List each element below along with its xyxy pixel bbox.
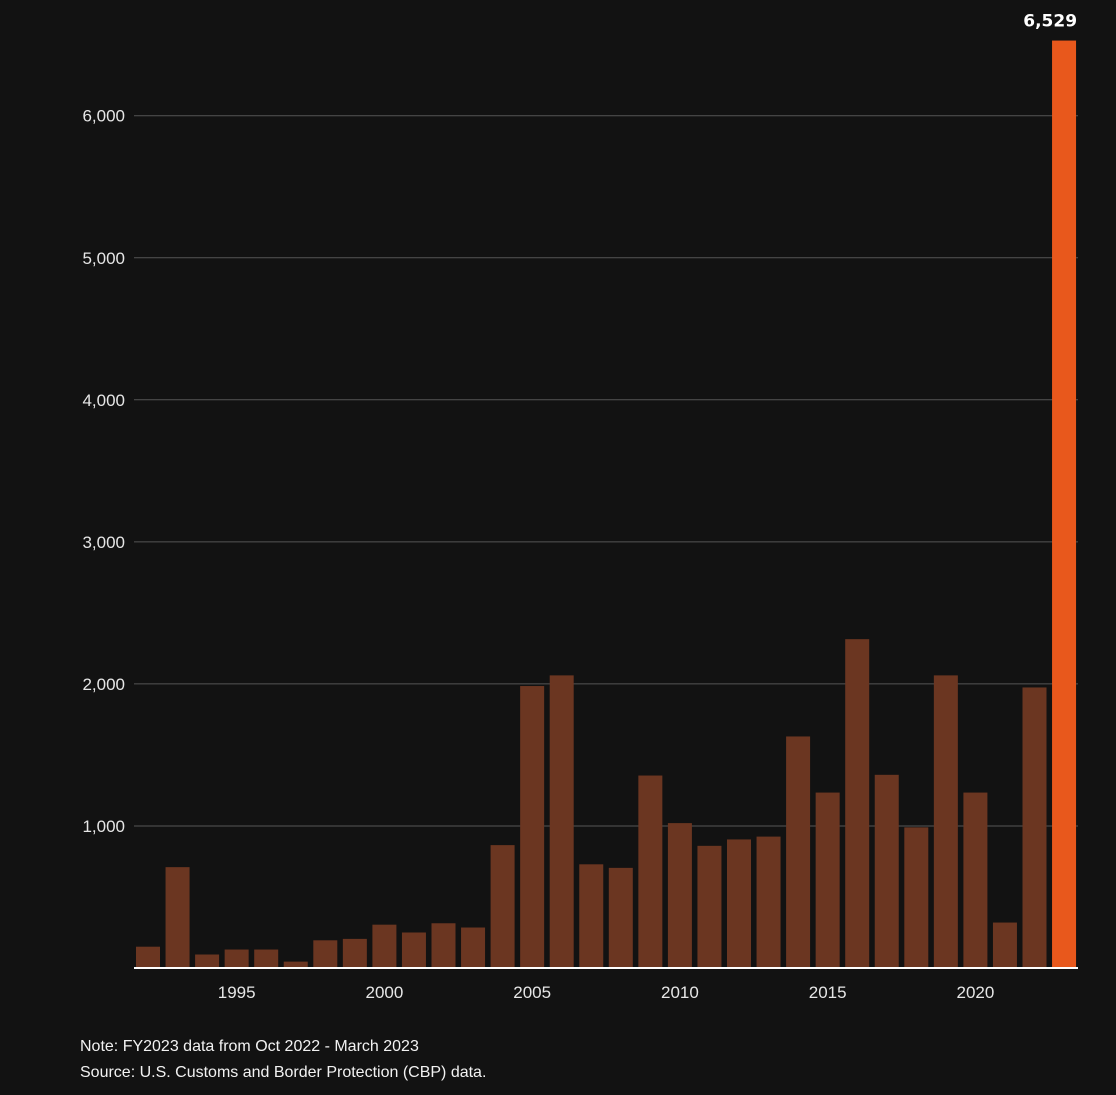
bar-2006 bbox=[549, 675, 574, 968]
bar-2002 bbox=[431, 923, 456, 968]
bar-chart: 1,000 2,000 3,000 4,000 5,000 6,000 1995 2000 2… bbox=[82, 12, 1078, 1002]
bar-2007 bbox=[579, 864, 604, 968]
y-tick-label: 1,000 bbox=[82, 817, 125, 836]
bar-1994 bbox=[195, 954, 220, 968]
x-tick-label: 1995 bbox=[218, 983, 256, 1002]
bar-value-label: 6,529 bbox=[1023, 12, 1077, 32]
bar-2017 bbox=[874, 774, 899, 968]
y-tick-label: 2,000 bbox=[82, 675, 125, 694]
bar-2010 bbox=[667, 823, 692, 968]
bar-2013 bbox=[756, 836, 781, 968]
bar-2014 bbox=[786, 736, 811, 968]
x-tick-label: 2010 bbox=[661, 983, 699, 1002]
y-tick-label: 3,000 bbox=[82, 533, 125, 552]
y-tick-label: 4,000 bbox=[82, 391, 125, 410]
y-tick-label: 5,000 bbox=[82, 249, 125, 268]
bar-2005 bbox=[520, 686, 545, 968]
x-axis-ticks: 1995 2000 2005 2010 2015 2020 bbox=[218, 983, 995, 1002]
chart-note: Note: FY2023 data from Oct 2022 - March … bbox=[80, 1038, 419, 1055]
bar-2008 bbox=[608, 867, 633, 968]
bar-1995 bbox=[224, 949, 249, 968]
bar-1998 bbox=[313, 940, 338, 968]
bar-2021 bbox=[992, 922, 1017, 968]
bar-2009 bbox=[638, 775, 663, 968]
bar-2023 bbox=[1052, 40, 1077, 969]
chart-source: Source: U.S. Customs and Border Protecti… bbox=[80, 1064, 487, 1081]
bar-1993 bbox=[165, 867, 190, 968]
y-tick-label: 6,000 bbox=[82, 107, 125, 126]
bar-2012 bbox=[727, 839, 751, 968]
bars bbox=[136, 40, 1077, 969]
x-tick-label: 2005 bbox=[513, 983, 551, 1002]
bar-2018 bbox=[904, 827, 929, 968]
bar-2020 bbox=[963, 792, 988, 968]
bar-2001 bbox=[401, 932, 426, 968]
x-tick-label: 2020 bbox=[956, 983, 994, 1002]
value-labels: 6,529 bbox=[1023, 12, 1077, 32]
bar-2019 bbox=[933, 675, 958, 968]
chart-footer: Note: FY2023 data from Oct 2022 - March … bbox=[80, 1034, 486, 1086]
bar-2000 bbox=[372, 924, 397, 968]
bar-2016 bbox=[845, 639, 870, 968]
gridlines bbox=[134, 115, 1078, 827]
y-axis-ticks: 1,000 2,000 3,000 4,000 5,000 6,000 bbox=[82, 107, 125, 836]
x-tick-label: 2015 bbox=[809, 983, 847, 1002]
bar-1996 bbox=[254, 949, 279, 968]
bar-1999 bbox=[342, 938, 367, 968]
bar-1992 bbox=[136, 946, 160, 968]
bar-2003 bbox=[461, 927, 486, 968]
bar-2011 bbox=[697, 845, 722, 968]
bar-2022 bbox=[1022, 687, 1047, 968]
bar-1997 bbox=[283, 961, 308, 968]
bar-2015 bbox=[815, 792, 840, 968]
bar-2004 bbox=[490, 845, 515, 968]
x-tick-label: 2000 bbox=[365, 983, 403, 1002]
